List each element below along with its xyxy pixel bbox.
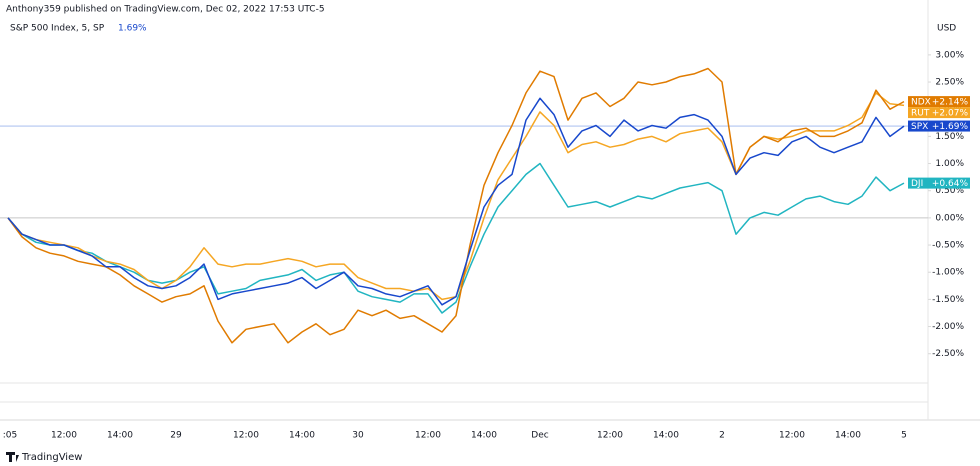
y-tick-label: 3.00%: [935, 50, 964, 60]
x-tick-label: 30: [352, 431, 364, 441]
tag-box: [908, 177, 970, 189]
tag-box: [908, 107, 970, 119]
y-tick-label: 0.00%: [935, 213, 964, 223]
y-tick-label: -1.00%: [932, 268, 964, 278]
y-tick-label: -2.50%: [932, 349, 964, 359]
x-tick-label: 14:00: [653, 431, 679, 441]
series-line: [7, 162, 905, 314]
header: Anthony359 published on TradingView.com,…: [6, 5, 325, 15]
logo: [6, 452, 19, 462]
series-line: [7, 92, 905, 301]
tag-value: +1.69%: [932, 122, 969, 132]
series-tag: RUT +2.07%: [908, 107, 970, 119]
x-tick-label: 14:00: [471, 431, 497, 441]
y-tick-label: 1.00%: [935, 159, 964, 169]
tag-name: RUT: [911, 109, 930, 119]
x-tick-label: :05: [3, 431, 17, 441]
x-tick-label: 2: [719, 431, 725, 441]
y-tick-label: 2.50%: [935, 78, 964, 88]
x-tick-label: Dec: [531, 431, 548, 441]
x-tick-label: 12:00: [597, 431, 623, 441]
tag-name: DJI: [911, 179, 923, 189]
y-tick-label: 0.50%: [935, 186, 964, 196]
series-tag: NDX +2.14%: [908, 96, 970, 108]
series-tag: DJI +0.64%: [908, 177, 970, 189]
legend-title: S&P 500 Index, 5, SP: [10, 24, 105, 34]
y-tick-label: -2.00%: [932, 322, 964, 332]
series-line: [7, 67, 905, 344]
x-tick-label: 14:00: [835, 431, 861, 441]
tag-value: +2.14%: [932, 98, 969, 108]
x-tick-label: 12:00: [415, 431, 441, 441]
tag-box: [908, 120, 970, 132]
currency-label: USD: [937, 24, 956, 34]
y-tick-label: 1.50%: [935, 132, 964, 142]
y-tick-label: -1.50%: [932, 295, 964, 305]
legend-value: 1.69%: [118, 24, 147, 34]
x-tick-label: 14:00: [289, 431, 315, 441]
tag-value: +0.64%: [932, 179, 969, 189]
x-tick-label: 12:00: [233, 431, 259, 441]
x-tick-label: 12:00: [779, 431, 805, 441]
y-tick-label: -0.50%: [932, 241, 964, 251]
x-tick-label: 5: [901, 431, 907, 441]
tag-box: [908, 96, 970, 108]
tag-value: +2.07%: [932, 109, 969, 119]
x-tick-label: 12:00: [51, 431, 77, 441]
tag-name: SPX: [911, 122, 928, 132]
tag-name: NDX: [911, 98, 931, 108]
series-line: [7, 97, 905, 306]
footer: TradingView: [21, 452, 82, 463]
x-tick-label: 14:00: [107, 431, 133, 441]
x-tick-label: 29: [170, 431, 182, 441]
series-tag: SPX +1.69%: [908, 120, 970, 132]
